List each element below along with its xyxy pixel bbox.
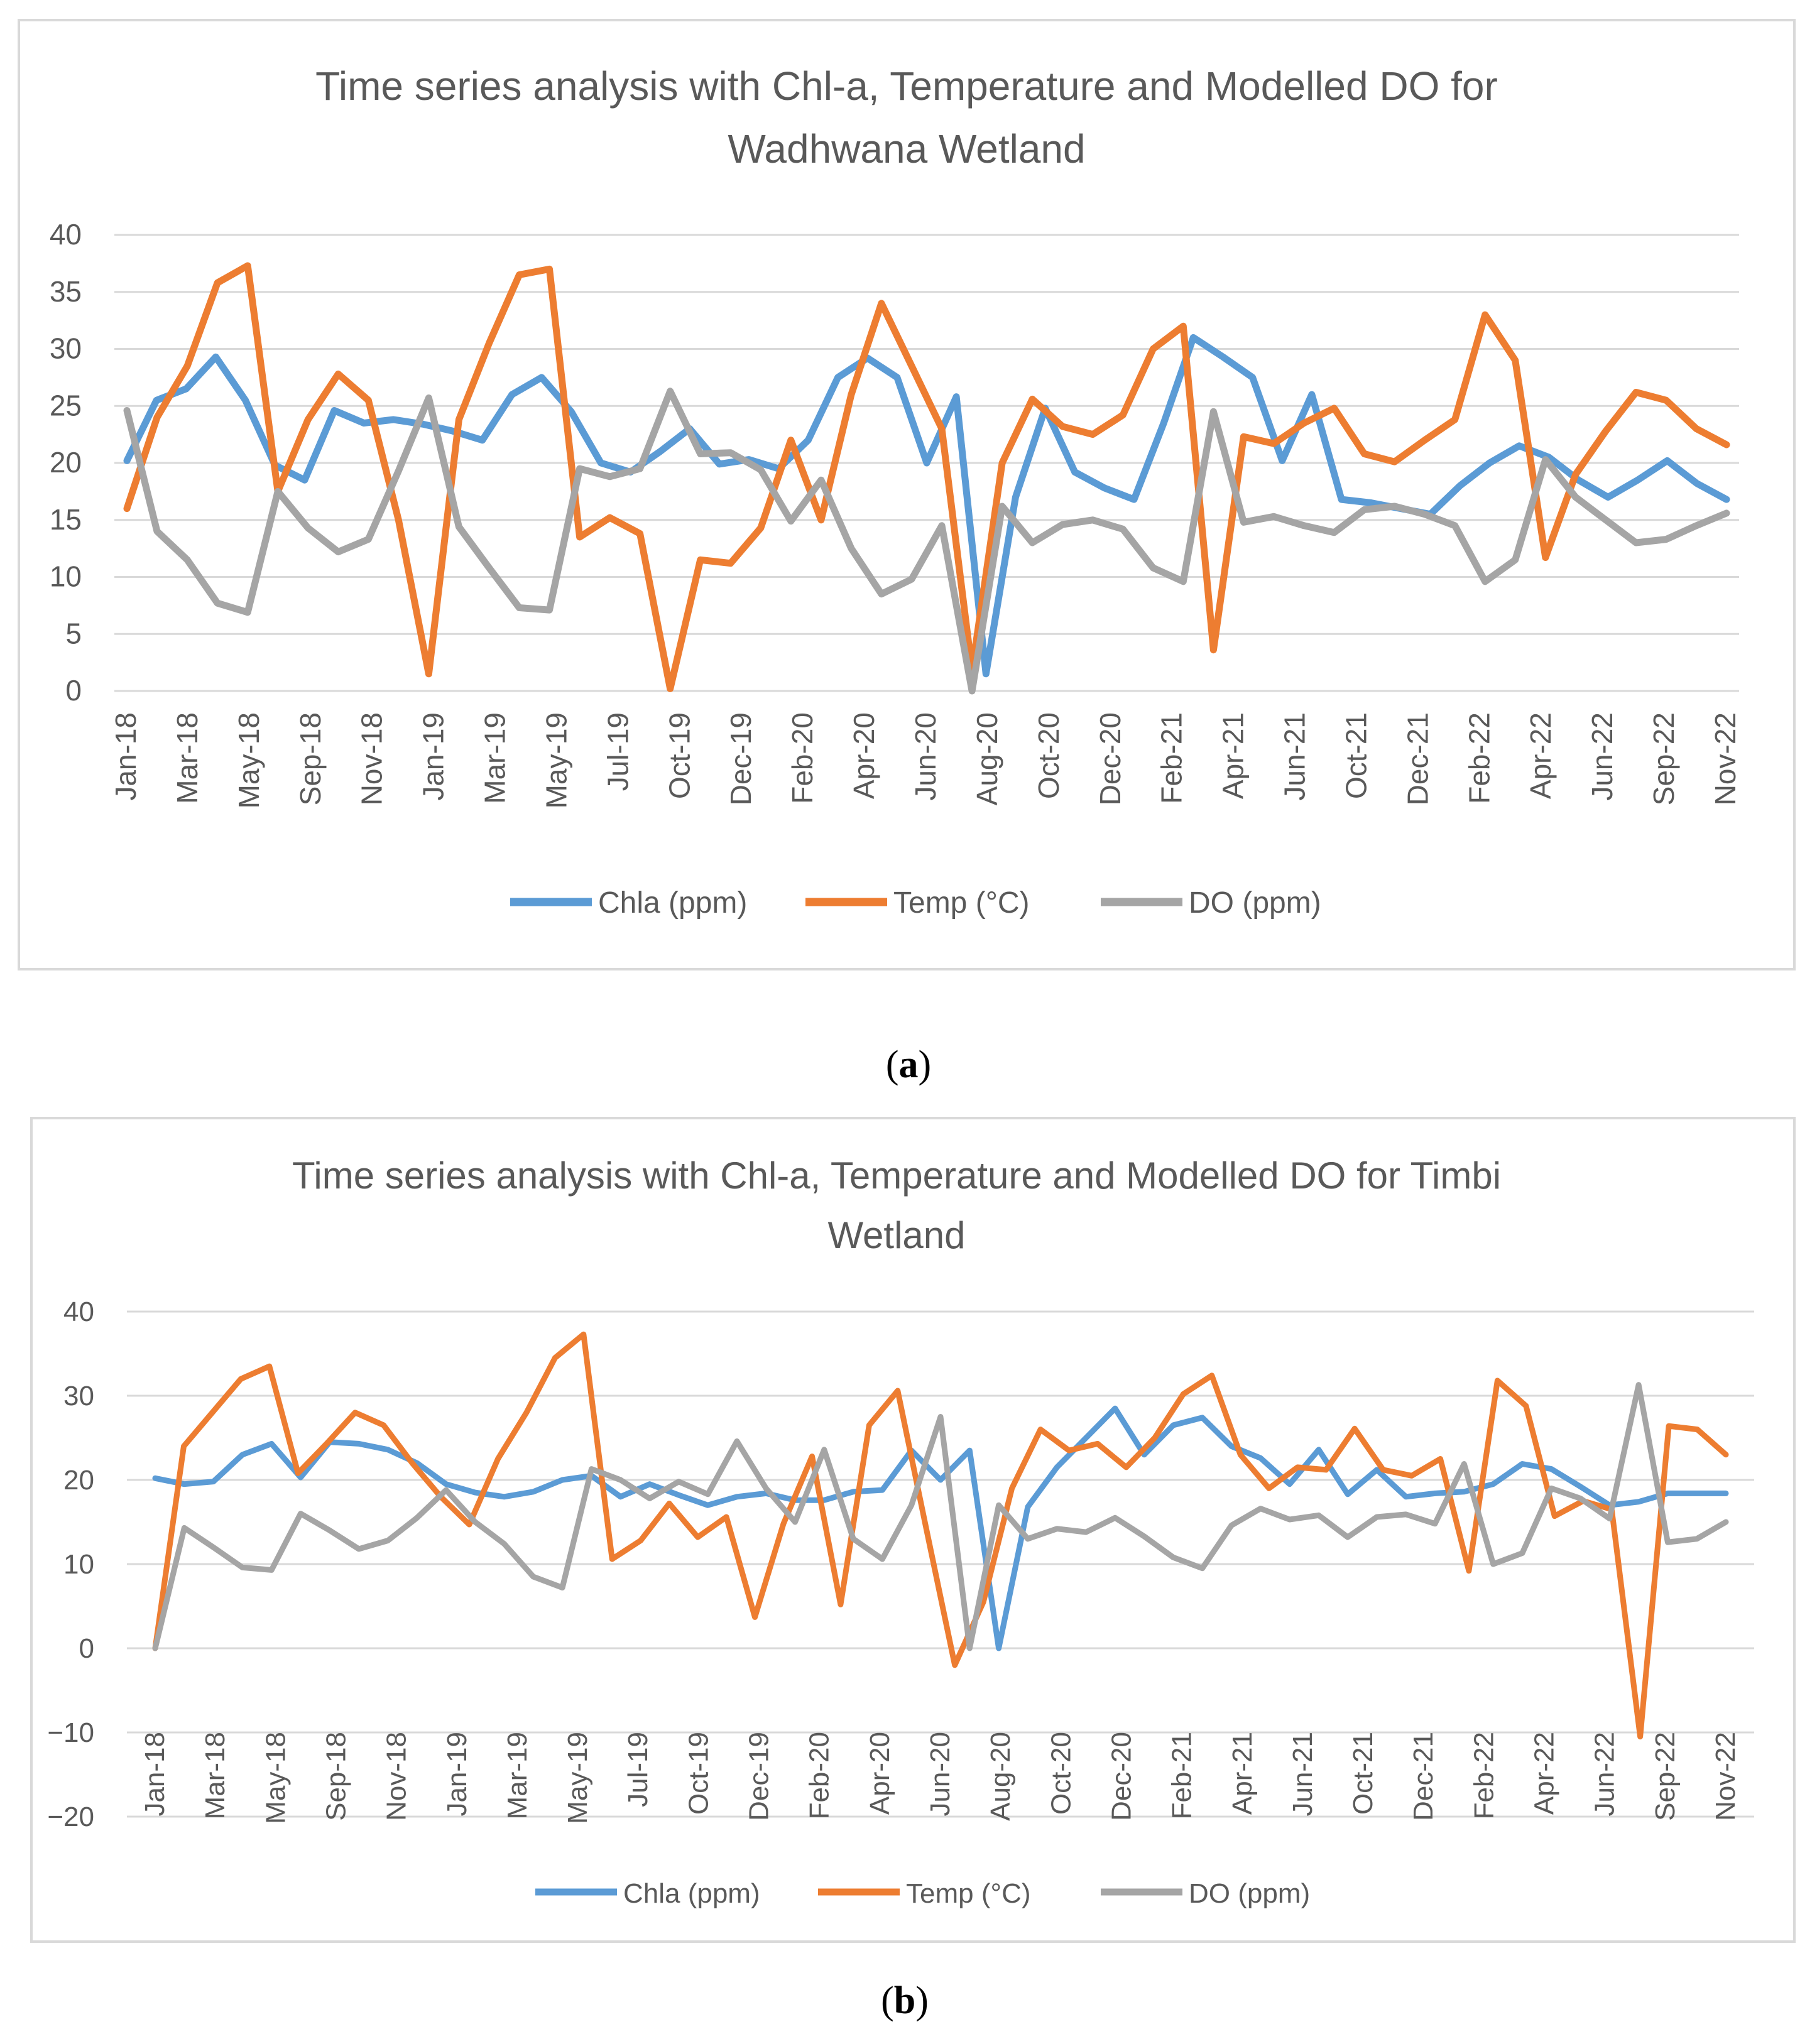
series-line-chla: [152, 1405, 1729, 1651]
x-tick-label: Jul-19: [601, 712, 634, 791]
series-line-temp: [123, 262, 1730, 692]
x-tick-label: Feb-20: [804, 1732, 835, 1819]
y-tick-label: 15: [50, 503, 82, 536]
chart-a-canvas: Time series analysis with Chl-a, Tempera…: [50, 63, 1742, 920]
x-tick-label: Jun-21: [1279, 712, 1311, 801]
x-tick-label: Jun-21: [1287, 1732, 1318, 1817]
y-tick-label: 40: [63, 1297, 94, 1327]
x-tick-label: Aug-20: [971, 712, 1003, 805]
legend-label-temp: Temp (°C): [893, 886, 1030, 920]
x-tick-label: Oct-19: [683, 1732, 714, 1815]
chart-panel-timbi: Time series analysis with Chl-a, Tempera…: [30, 1117, 1796, 1943]
x-tick-label: Feb-22: [1468, 1732, 1499, 1819]
x-tick-label: Apr-21: [1217, 712, 1250, 799]
y-tick-label: 20: [50, 446, 82, 479]
chart-title-line: Wadhwana Wetland: [728, 126, 1085, 171]
chart-b-canvas: Time series analysis with Chl-a, Tempera…: [47, 1155, 1754, 1909]
x-tick-label: Dec-20: [1094, 712, 1127, 805]
x-tick-label: May-19: [562, 1732, 593, 1824]
legend-label-chla: Chla (ppm): [598, 886, 747, 920]
x-tick-label: Sep-18: [320, 1732, 351, 1821]
caption-a: (a): [885, 1043, 932, 1086]
x-tick-label: Feb-21: [1167, 1732, 1198, 1819]
x-tick-label: Oct-20: [1045, 1732, 1076, 1815]
series-line-do: [123, 388, 1730, 695]
x-tick-label: Apr-22: [1524, 712, 1557, 799]
x-tick-label: Jan-18: [109, 712, 142, 801]
chart-title-line: Time series analysis with Chl-a, Tempera…: [315, 63, 1498, 109]
y-tick-label: 35: [50, 275, 82, 308]
x-tick-label: Sep-22: [1650, 1732, 1681, 1821]
y-tick-label: −20: [47, 1802, 94, 1832]
x-tick-label: Jul-19: [623, 1732, 653, 1807]
x-tick-label: Jun-20: [925, 1732, 956, 1817]
series-line-do: [152, 1382, 1729, 1651]
x-tick-label: Mar-18: [200, 1732, 231, 1819]
y-tick-label: 25: [50, 389, 82, 421]
x-tick-label: Dec-21: [1401, 712, 1434, 805]
caption-a-letter: a: [898, 1043, 919, 1086]
legend-label-temp: Temp (°C): [906, 1878, 1031, 1909]
caption-b-letter: b: [893, 1979, 916, 2022]
x-tick-label: Oct-19: [663, 712, 696, 799]
legend-label-do: DO (ppm): [1189, 1878, 1310, 1909]
x-tick-label: Aug-20: [985, 1732, 1016, 1821]
y-tick-label: 0: [79, 1633, 94, 1664]
x-tick-label: Mar-18: [171, 712, 204, 804]
y-tick-label: 10: [63, 1549, 94, 1580]
x-tick-label: Feb-21: [1155, 712, 1188, 804]
y-tick-label: 10: [50, 560, 82, 593]
chart-title-line: Time series analysis with Chl-a, Tempera…: [292, 1155, 1501, 1197]
caption-b: (b): [881, 1979, 929, 2022]
x-tick-label: Jan-18: [139, 1732, 170, 1817]
x-tick-label: Dec-19: [744, 1732, 775, 1821]
y-tick-label: 30: [50, 332, 82, 365]
x-tick-label: Jun-20: [909, 712, 942, 801]
x-tick-label: Jun-22: [1590, 1732, 1620, 1817]
x-tick-label: Jun-22: [1586, 712, 1618, 801]
chart-panel-wadhwana: Time series analysis with Chl-a, Tempera…: [18, 19, 1796, 970]
x-tick-label: Dec-19: [724, 712, 757, 805]
x-tick-label: Jan-19: [442, 1732, 472, 1817]
series-line-chla: [123, 334, 1730, 678]
x-tick-label: Apr-20: [865, 1732, 895, 1815]
x-tick-label: Feb-22: [1463, 712, 1495, 804]
x-tick-label: Oct-20: [1032, 712, 1065, 799]
x-tick-label: Dec-21: [1408, 1732, 1439, 1821]
x-tick-label: Mar-19: [502, 1732, 533, 1819]
x-tick-label: Sep-18: [294, 712, 327, 805]
y-tick-label: 40: [50, 218, 82, 251]
x-tick-label: Nov-18: [381, 1732, 412, 1821]
legend-label-chla: Chla (ppm): [623, 1878, 760, 1909]
x-tick-label: Mar-19: [479, 712, 511, 804]
y-tick-label: 30: [63, 1381, 94, 1411]
y-tick-label: 20: [63, 1465, 94, 1496]
x-tick-label: Apr-22: [1529, 1732, 1560, 1815]
x-tick-label: Nov-22: [1710, 1732, 1741, 1821]
x-tick-label: Oct-21: [1348, 1732, 1378, 1815]
x-tick-label: Sep-22: [1647, 712, 1680, 805]
x-tick-label: Feb-20: [786, 712, 819, 804]
y-tick-label: 5: [65, 617, 82, 650]
legend-label-do: DO (ppm): [1189, 886, 1321, 920]
y-tick-label: −10: [47, 1717, 94, 1748]
y-tick-label: 0: [65, 674, 82, 707]
x-tick-label: Oct-21: [1340, 712, 1372, 799]
x-tick-label: Apr-20: [848, 712, 880, 799]
x-tick-label: Dec-20: [1106, 1732, 1137, 1821]
x-tick-label: May-19: [540, 712, 572, 808]
x-tick-label: Nov-22: [1709, 712, 1742, 805]
chart-title-line: Wetland: [827, 1214, 965, 1256]
x-tick-label: Apr-21: [1227, 1732, 1258, 1815]
x-tick-label: Nov-18: [356, 712, 388, 805]
x-tick-label: Jan-19: [417, 712, 450, 801]
x-tick-label: May-18: [232, 712, 265, 808]
series-line-temp: [152, 1331, 1729, 1740]
x-tick-label: May-18: [260, 1732, 291, 1824]
